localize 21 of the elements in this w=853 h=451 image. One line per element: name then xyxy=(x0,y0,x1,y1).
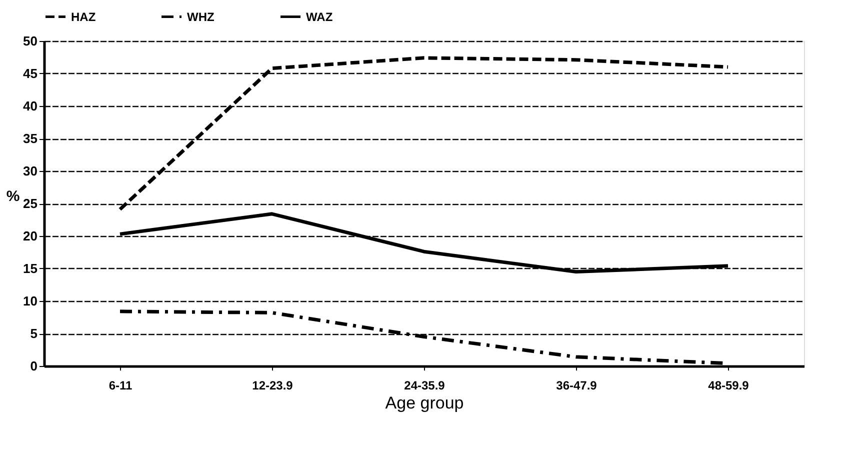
x-tick-label: 6-11 xyxy=(108,378,132,392)
y-tick-label: 0 xyxy=(30,358,38,374)
y-tick-label: 35 xyxy=(23,131,38,146)
x-tick-label: 36-47.9 xyxy=(556,378,598,392)
y-tick-label: 25 xyxy=(23,196,38,211)
y-tick-label: 40 xyxy=(23,98,38,114)
y-axis-title: % xyxy=(6,188,20,205)
y-tick-label: 15 xyxy=(23,261,38,276)
x-tick-label: 48-59.9 xyxy=(708,378,750,392)
y-tick-label: 50 xyxy=(23,34,38,48)
y-tick-label: 10 xyxy=(23,294,38,308)
y-tick-label: 45 xyxy=(23,66,38,81)
x-tick-label: 24-35.9 xyxy=(404,378,446,392)
x-tick-label: 12-23.9 xyxy=(252,378,294,392)
y-tick-label: 20 xyxy=(23,228,38,244)
y-tick-label: 30 xyxy=(23,164,38,178)
legend-label: WAZ xyxy=(306,10,333,24)
y-tick-label: 5 xyxy=(30,326,38,341)
legend-label: HAZ xyxy=(71,10,96,24)
x-axis-title: Age group xyxy=(385,394,464,412)
legend-label: WHZ xyxy=(187,10,214,24)
